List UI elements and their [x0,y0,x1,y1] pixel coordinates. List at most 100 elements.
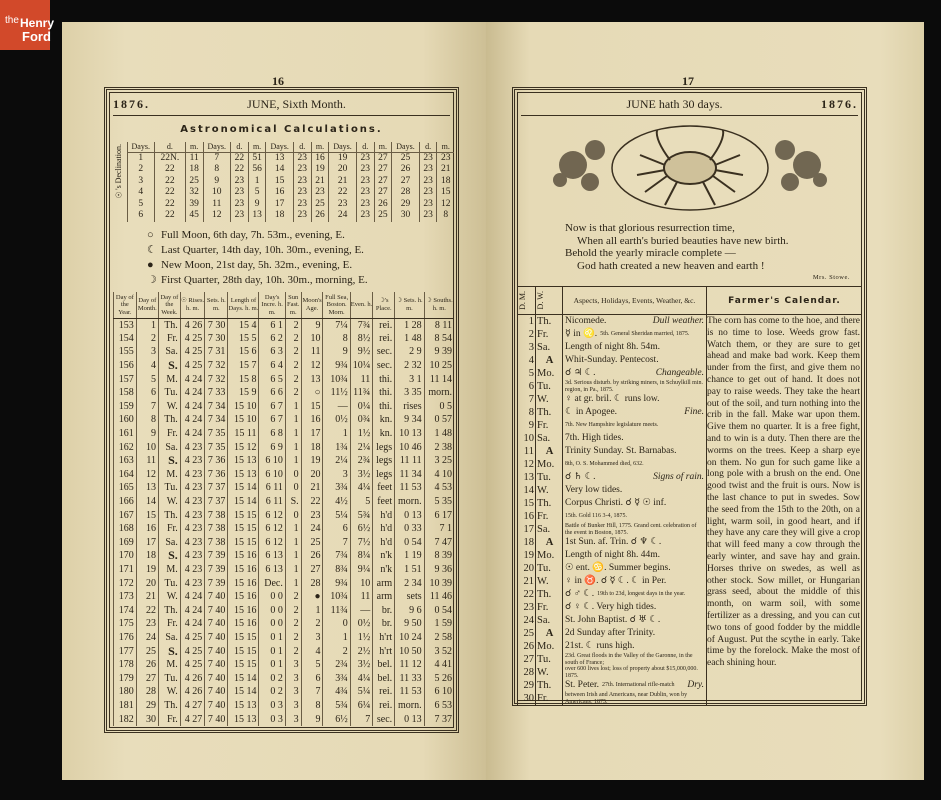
table-cell: 15 4 [227,318,259,332]
declination-cell: 15 [436,187,454,199]
table-cell: 0 33 [394,521,425,536]
aspects-line: Length of night 8h. 54m. [565,341,704,354]
table-cell: 10¾ [322,372,351,386]
aspects-cell: ♀ at gr. bril. ☾ runs low. [562,393,707,406]
table-cell: 2¾ [349,453,373,468]
table-cell: 4 23 [179,521,205,536]
table-cell: 15 15 [227,657,259,672]
aspect-text: Length of night 8h. 54m. [565,342,660,352]
dm-header-text: D. M. [518,291,527,310]
declination-cell: 27 [373,164,392,176]
day-of-week: Sa. [535,341,563,354]
table-cell: 1 [284,535,302,550]
poem-author: Mrs. Stowe. [812,274,850,281]
table-cell: feet [372,494,395,509]
table-cell: 2¼ [322,453,351,468]
table-cell: 11¾ [322,603,351,618]
table-row: 29 Th. St. Peter. 27th. International rifle… [517,679,863,692]
year: 1876. [821,97,858,111]
table-cell: morn. [394,698,425,713]
table-cell: 7 32 [204,358,228,373]
table-cell: h'd [372,535,395,550]
farmers-calendar-header: Farmer's Calendar. [706,286,862,315]
table-cell: 22 [300,494,323,509]
moon-phase-text: Full Moon, 6th day, 7h. 53m., evening, E… [161,229,345,241]
table-cell: 5¾ [322,698,351,713]
table-cell: 16 [135,521,159,536]
declination-cell: 21 [328,175,357,187]
declination-cell: 25 [184,175,203,187]
weather-note: Signs of rain. [653,472,704,482]
table-cell: Sa. [157,440,181,454]
aspect-text: St. John Baptist. ☌ ♅ ☾. [565,615,661,625]
table-cell: 11 [349,589,373,604]
table-cell: 7 47 [423,535,454,550]
page-number: 16 [272,74,284,88]
table-cell: 9 [322,345,351,359]
table-row: 177 25 S. 4 25 7 40 15 15 0 1 2 4 2 2½ h'rt 10 50 3 5… [113,644,454,658]
page-header: JUNE hath 30 days. 1876. [521,94,858,116]
aspects-line: 1st Sun. af. Trin. ☌ ♆ ☾. [565,536,704,549]
aspects-line: ♀ in ♉. ☌ ☿ ☾. ☾ in Per. [565,575,704,588]
event-note: 7th. New Hampshire legislature meets. [565,422,659,429]
table-cell: 4 24 [179,399,205,414]
table-cell: 0¼ [349,399,373,414]
table-cell: 30 [135,712,159,726]
aspect-text: Length of night 8h. 44m. [565,550,660,560]
table-cell: 9¾ [322,358,351,373]
table-cell: 163 [113,453,137,468]
aspects-line: ☌ ♄ ☾. Signs of rain. [565,471,704,484]
table-cell: Th. [157,698,181,713]
table-cell: 6 10 [258,467,286,482]
table-cell: 6 7 [258,413,286,427]
table-cell: 7 40 [204,603,228,618]
table-cell: 158 [113,385,137,400]
table-cell: 0 0 [258,589,286,604]
table-cell: 0 0 [258,617,286,631]
table-row: 163 11 S. 4 23 7 36 15 13 6 10 1 19 2¼ 2¾ legs 11 11… [113,453,454,468]
table-cell: 4 26 [179,318,205,332]
table-cell: 3 [284,698,302,713]
table-cell: 6 2 [258,331,286,346]
declination-cell: 23 [418,175,437,187]
column-header: Even. h. [349,292,373,319]
logo-text: Ford [22,29,51,44]
declination-cell: 22 [154,198,186,210]
declination-cell: 16 [265,187,294,199]
declination-cell: 51 [247,152,266,164]
table-cell: 4 23 [179,535,205,550]
aspects-line: 2d Sunday after Trinity. [565,627,704,640]
day-of-month: 3 [517,341,536,354]
declination-cell: 23 [355,152,375,164]
table-row: 180 28 W. 4 26 7 40 15 14 0 2 3 7 4¾ 5¼ rei. 11 53 6 … [113,685,454,699]
table-cell: 0 13 [394,508,425,522]
table-cell: sec. [372,358,395,373]
table-cell: 10 13 [394,426,425,441]
table-cell: 5 [300,657,323,672]
declination-cell: 56 [247,164,266,176]
table-cell: S. [157,359,181,373]
declination-cell: 13 [247,210,266,222]
table-cell: 7 34 [204,399,228,414]
table-cell: h'd [372,508,395,522]
table-cell: 1 19 [394,549,425,563]
table-cell: Th. [157,413,181,427]
table-cell: 4 25 [179,630,205,645]
aspects-line: ☌ ♀ ☾. Very high tides. [565,601,704,614]
table-cell: 15 14 [227,685,259,699]
table-cell: 19 [300,453,323,468]
table-cell: M. [157,657,181,672]
aspect-text: Very low tides. [565,485,623,495]
table-cell: W. [157,494,181,509]
table-cell: 4 25 [179,331,205,346]
table-cell: 9 6 [394,603,425,618]
declination-cell: 23 [355,164,375,176]
table-cell: 0 3 [258,712,286,726]
table-cell: 15 16 [227,549,259,563]
day-of-week: A [535,627,563,640]
aspect-text: Corpus Christi. ☌ ☿ ☉ inf. [565,498,667,508]
declination-cell: 12 [436,198,454,210]
